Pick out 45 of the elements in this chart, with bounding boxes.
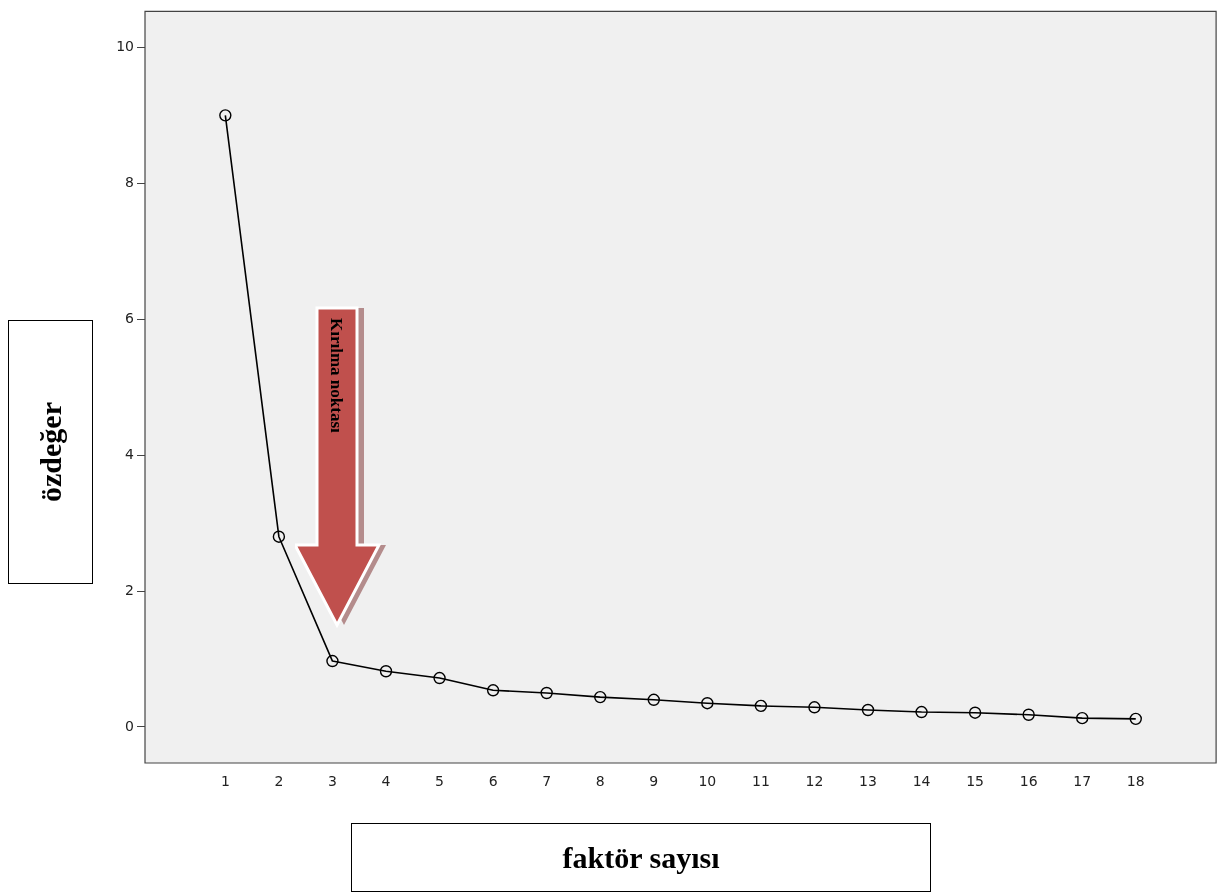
x-tick-label: 11 [751,773,770,790]
x-tick-label: 3 [327,773,337,790]
point [326,654,339,668]
x-tick-label: 6 [488,773,498,790]
x-tick-label: 7 [542,773,552,790]
point [540,686,553,700]
y-tick-label: 0 [125,717,134,734]
x-tick-label: 18 [1126,773,1145,790]
y-tick-label: 10 [116,38,134,55]
point [1022,708,1035,721]
point [272,530,286,543]
point [219,109,232,122]
x-tick-label: 12 [805,773,824,790]
point [647,693,660,706]
annotation: Kırılma noktası [326,318,346,433]
y-tick-label: 2 [125,581,134,598]
point [1129,712,1142,726]
y-tick-label: 8 [125,173,134,190]
point [379,665,393,678]
x-tick-label: 9 [649,773,659,790]
y-tick-label: 6 [125,309,135,326]
point [433,671,446,685]
y-axis-title: özdeğer [33,402,68,502]
point [968,706,982,719]
point [754,699,768,713]
x-tick-label: 1 [220,773,230,790]
x-tick-label: 17 [1073,773,1092,790]
x-tick-label: 10 [698,773,717,790]
x-tick-label: 14 [912,773,931,790]
point [808,701,821,714]
y-tick-label: 4 [125,445,135,462]
point [1076,711,1089,725]
x-tick-label: 2 [274,773,284,790]
point [486,684,500,697]
x-tick-label: 5 [435,773,445,790]
x-axis-title: faktör sayısı [351,823,931,892]
point [701,697,714,710]
point [861,703,875,717]
x-tick-label: 4 [381,773,391,790]
x-tick-label: 15 [966,773,985,790]
point [915,705,928,719]
x-tick-label: 16 [1019,773,1038,790]
point [594,690,607,704]
x-tick-label: 13 [859,773,877,790]
x-tick-label: 8 [595,773,605,790]
